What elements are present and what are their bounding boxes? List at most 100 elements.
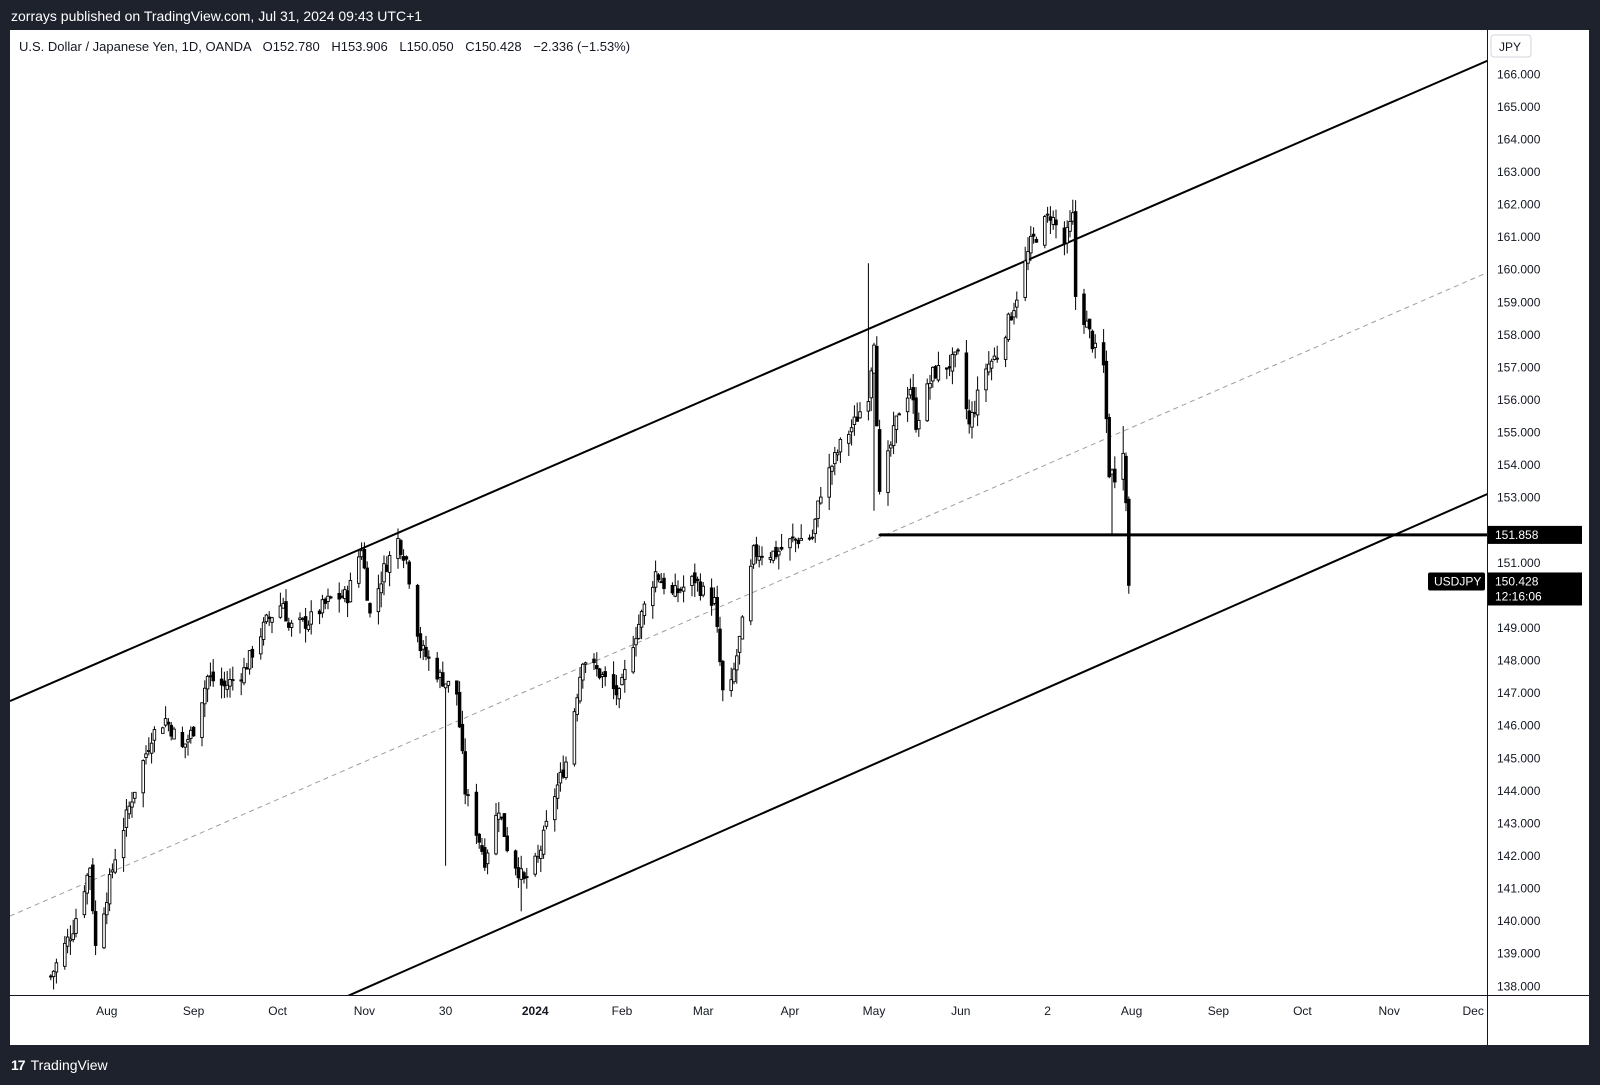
candle-body	[205, 675, 210, 690]
candle-body	[502, 813, 507, 837]
candle-body	[813, 518, 817, 535]
candle-body	[522, 872, 526, 880]
price-tick-label: 148.000	[1497, 654, 1541, 668]
candle-body	[561, 769, 565, 778]
candle-body	[211, 671, 215, 682]
candle-body	[869, 370, 873, 399]
candle-body	[729, 679, 733, 692]
candle-body	[494, 814, 498, 855]
candle-body	[264, 614, 269, 623]
price-tick-label: 159.000	[1497, 295, 1541, 309]
candle-body	[250, 648, 255, 658]
candle-body	[329, 596, 333, 599]
candle-body	[592, 658, 596, 664]
candle-body	[169, 724, 173, 737]
candle-body	[231, 679, 235, 682]
candle-body	[91, 864, 95, 912]
candle-body	[1110, 469, 1114, 475]
level-price-tag[interactable]	[1488, 525, 1582, 544]
candle-body	[925, 383, 929, 422]
candle-body	[382, 563, 386, 583]
price-tick-label: 147.000	[1497, 686, 1541, 700]
candle-body	[623, 669, 627, 680]
candle-body	[852, 416, 857, 426]
candle-body	[799, 537, 803, 541]
last-price-tag[interactable]	[1488, 572, 1582, 606]
candle-body	[385, 564, 389, 572]
price-tick-label: 158.000	[1497, 328, 1541, 342]
candle-body	[427, 656, 431, 659]
candle-body	[284, 601, 288, 622]
candle-body	[754, 544, 759, 557]
candle-body	[637, 623, 641, 639]
tradingview-brand[interactable]: 17 TradingView	[11, 1057, 108, 1073]
candle-body	[947, 366, 952, 369]
candle-body	[1034, 238, 1039, 243]
candle-body	[653, 571, 658, 588]
candle-body	[917, 419, 921, 430]
publisher-bar: zorrays published on TradingView.com, Ju…	[0, 0, 1600, 30]
candle-body	[642, 603, 647, 617]
time-tick-label: Sep	[1208, 1004, 1230, 1018]
candle-body	[298, 617, 302, 621]
candle-body	[107, 874, 112, 905]
candle-body	[259, 636, 263, 655]
candle-body	[541, 829, 546, 855]
candle-body	[1073, 211, 1078, 297]
candle-body	[760, 555, 764, 558]
channel-upper-line[interactable]	[10, 55, 1501, 702]
axes-layer: JPY 138.000 139.000 140.000 141.000 142.000 14…	[10, 30, 1589, 1045]
footer-bar: 17 TradingView	[0, 1045, 1600, 1085]
candle-body	[113, 859, 117, 873]
channel-lower-line[interactable]	[347, 488, 1502, 996]
legend-close: C150.428	[465, 39, 521, 54]
candle-body	[1101, 342, 1106, 366]
candle-body	[936, 365, 941, 381]
candle-body	[161, 727, 165, 734]
candle-body	[387, 555, 392, 573]
legend-open: O152.780	[263, 39, 320, 54]
candle-body	[751, 545, 756, 565]
candle-body	[278, 605, 283, 618]
symbol-tag[interactable]	[1428, 572, 1485, 591]
candle-body	[121, 829, 126, 859]
candle-body	[133, 791, 137, 799]
price-tick-label: 162.000	[1497, 198, 1541, 212]
candle-body	[875, 345, 879, 427]
candle-body	[995, 357, 999, 360]
candle-body	[866, 401, 871, 412]
candle-body	[337, 592, 341, 600]
legend-symbol: U.S. Dollar / Japanese Yen, 1D, OANDA	[19, 39, 252, 54]
candle-body	[603, 671, 607, 678]
candle-body	[886, 450, 890, 493]
candle-body	[1090, 330, 1095, 350]
candle-body	[415, 584, 420, 637]
channel-mid-line[interactable]	[10, 266, 1501, 917]
candle-body	[485, 852, 490, 865]
brand-name: TradingView	[30, 1057, 108, 1073]
candle-body	[144, 753, 148, 759]
candle-body	[970, 412, 974, 428]
candle-body	[261, 621, 266, 640]
candle-body	[242, 667, 246, 684]
candle-body	[807, 537, 812, 540]
currency-box[interactable]	[1490, 34, 1532, 58]
candle-body	[539, 849, 543, 859]
candle-body	[74, 918, 78, 934]
candle-body	[306, 624, 311, 631]
candle-body	[110, 869, 115, 873]
price-chart[interactable]: JPY 138.000 139.000 140.000 141.000 142.000 14…	[10, 30, 1589, 1045]
candle-body	[1003, 337, 1008, 360]
candle-body	[219, 678, 224, 686]
time-tick-label: Aug	[1121, 1004, 1142, 1018]
candle-body	[49, 975, 53, 978]
candle-body	[1104, 360, 1109, 420]
candle-body	[662, 577, 666, 589]
candle-body	[474, 791, 479, 836]
price-tick-label: 156.000	[1497, 393, 1541, 407]
candle-body	[973, 411, 977, 414]
candle-body	[1085, 320, 1089, 328]
candle-body	[1051, 217, 1055, 225]
symbol-legend: U.S. Dollar / Japanese Yen, 1D, OANDA O1…	[19, 39, 630, 54]
time-tick-label: 30	[439, 1004, 453, 1018]
